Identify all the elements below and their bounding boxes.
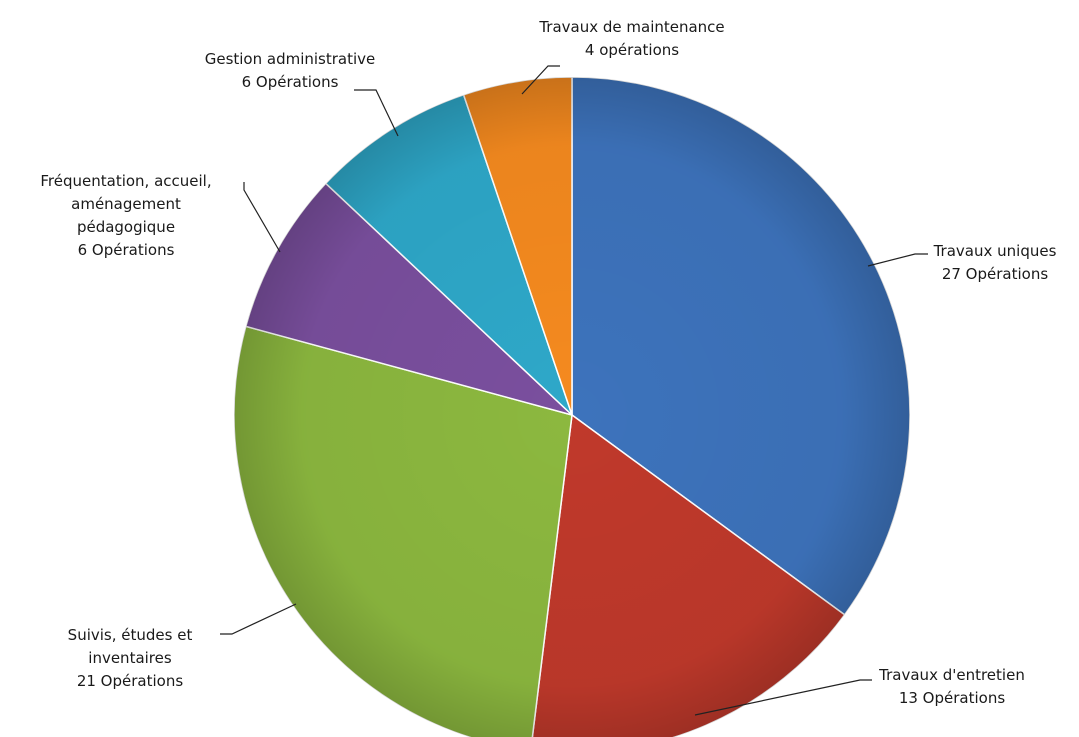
slice-travaux-uniques-leader-line bbox=[867, 253, 928, 267]
slice-gestion-admin-label-line: 6 Opérations bbox=[242, 73, 339, 91]
slice-suivis-etudes-label-line: Suivis, études et bbox=[68, 626, 193, 644]
slice-travaux-uniques-label-line: Travaux uniques bbox=[933, 242, 1057, 260]
slice-gestion-admin-label: Gestion administrative 6 Opérations bbox=[205, 50, 376, 91]
slice-frequentation-leader-line bbox=[243, 182, 281, 253]
slice-travaux-entretien-label-line: 13 Opérations bbox=[899, 689, 1006, 707]
slice-frequentation-label-line: pédagogique bbox=[77, 218, 175, 236]
slice-travaux-maintenance-label-line: 4 opérations bbox=[585, 41, 679, 59]
slice-travaux-uniques-label-line: 27 Opérations bbox=[942, 265, 1049, 283]
slice-labels: Travaux uniques 27 Opérations Travaux d'en… bbox=[40, 18, 1056, 707]
slice-travaux-uniques-label: Travaux uniques 27 Opérations bbox=[933, 242, 1057, 283]
pie-slices bbox=[233, 76, 911, 737]
slice-travaux-maintenance-label-line: Travaux de maintenance bbox=[538, 18, 724, 36]
slice-travaux-entretien-leader-line bbox=[694, 679, 872, 716]
slice-frequentation-label-line: Fréquentation, accueil, bbox=[40, 172, 211, 190]
slice-frequentation-label-line: 6 Opérations bbox=[78, 241, 175, 259]
slice-travaux-entretien-label-line: Travaux d'entretien bbox=[878, 666, 1025, 684]
slice-suivis-etudes-label-line: 21 Opérations bbox=[77, 672, 184, 690]
slice-travaux-maintenance-leader-line bbox=[521, 65, 560, 95]
slice-frequentation-label-line: aménagement bbox=[71, 195, 181, 213]
slice-travaux-maintenance-label: Travaux de maintenance 4 opérations bbox=[538, 18, 724, 59]
slice-travaux-entretien-label: Travaux d'entretien 13 Opérations bbox=[878, 666, 1025, 707]
slice-gestion-admin-leader-line bbox=[354, 89, 399, 137]
slice-suivis-etudes-label-line: inventaires bbox=[88, 649, 172, 667]
slice-suivis-etudes-label: Suivis, études et inventaires 21 Opération… bbox=[68, 626, 193, 690]
leader-lines bbox=[220, 65, 928, 716]
slice-suivis-etudes-leader-line bbox=[220, 603, 297, 635]
slice-frequentation-label: Fréquentation, accueil, aménagement pédago… bbox=[40, 172, 211, 259]
slice-gestion-admin-label-line: Gestion administrative bbox=[205, 50, 376, 68]
